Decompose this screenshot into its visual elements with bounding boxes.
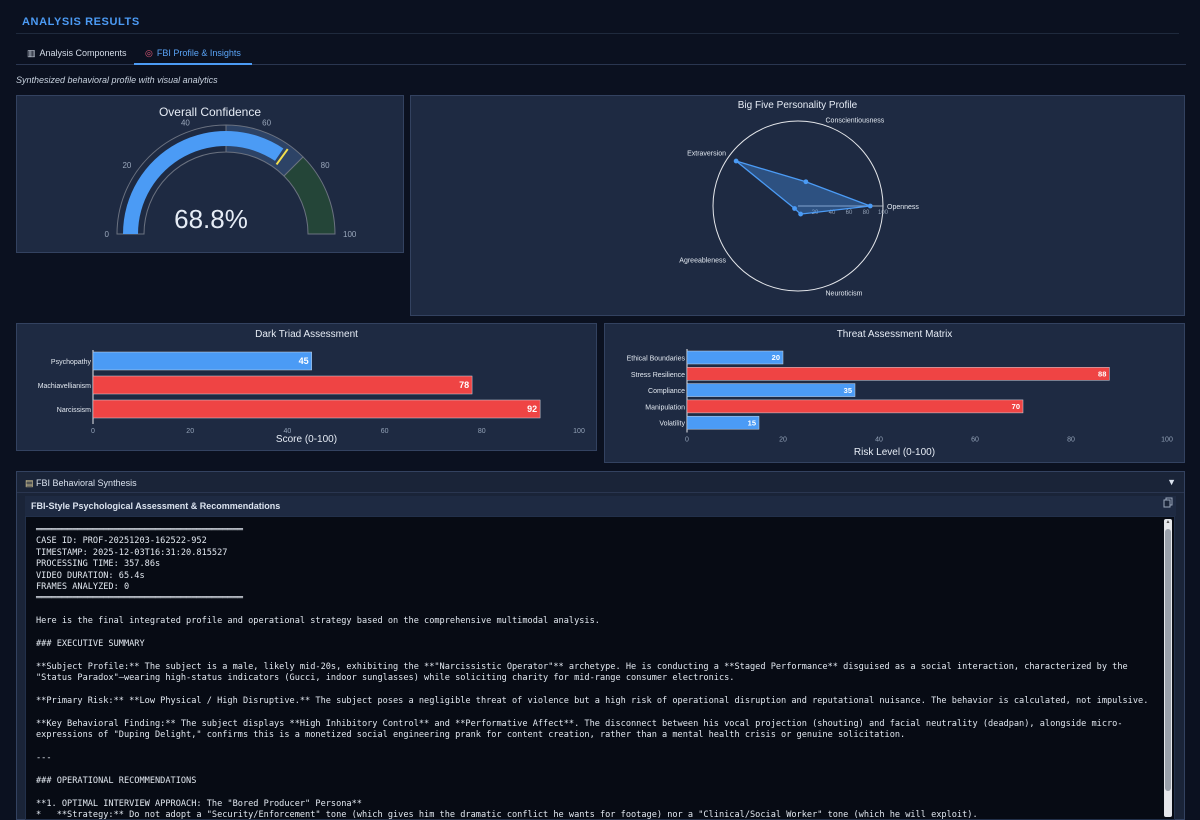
radar-point xyxy=(798,211,804,217)
radar-tick-label: 40 xyxy=(829,210,836,216)
x-tick-label: 60 xyxy=(381,428,389,435)
x-tick-label: 0 xyxy=(91,428,95,435)
gauge-tick-label: 60 xyxy=(262,119,271,128)
copy-icon[interactable] xyxy=(1163,497,1174,508)
bar xyxy=(686,383,856,397)
report-text: ════════════════════════════════════════… xyxy=(36,525,1149,820)
x-tick-label: 60 xyxy=(971,437,979,444)
gauge-tick-label: 80 xyxy=(321,161,330,170)
bar xyxy=(92,399,541,419)
threat-matrix-panel: Threat Assessment Matrix 0 20 40 60 80 100 Eth… xyxy=(604,323,1185,463)
dark-triad-xlabel: Score (0-100) xyxy=(275,434,338,445)
bar-value-label: 20 xyxy=(772,353,780,362)
category-label: Ethical Boundaries xyxy=(627,356,686,363)
bar-value-label: 45 xyxy=(299,356,309,366)
confidence-gauge-panel: Overall Confidence 0 20 40 60 80 100 68.8% xyxy=(16,95,404,253)
bar-value-label: 88 xyxy=(1098,369,1106,378)
results-title: ANALYSIS RESULTS xyxy=(22,16,140,28)
radar-tick-label: 60 xyxy=(846,210,853,216)
radar-category-label: Conscientiousness xyxy=(826,117,885,124)
clipboard-icon: ▤ xyxy=(25,478,34,488)
bar xyxy=(686,399,1024,414)
bar-value-label: 78 xyxy=(459,380,469,390)
dark-triad-panel: Dark Triad Assessment 0 20 40 60 80 100 Psycho… xyxy=(16,323,597,451)
bar xyxy=(686,350,784,365)
radar-point xyxy=(792,206,797,211)
threat-matrix-xlabel: Risk Level (0-100) xyxy=(853,447,936,458)
bar xyxy=(92,375,473,395)
category-label: Narcissism xyxy=(57,407,91,414)
dark-triad-title: Dark Triad Assessment xyxy=(255,329,358,340)
bar-value-label: 70 xyxy=(1012,402,1020,411)
x-tick-label: 100 xyxy=(1161,437,1173,444)
bar xyxy=(686,415,760,430)
threat-matrix-title: Threat Assessment Matrix xyxy=(836,329,953,340)
radar-category-label: Extraversion xyxy=(687,151,726,158)
radar-point xyxy=(867,203,873,209)
radar-tick-label: 100 xyxy=(878,210,889,216)
bar xyxy=(686,367,1110,381)
x-tick-label: 40 xyxy=(875,437,883,444)
tab-fbi-profile[interactable]: ◎ FBI Profile & Insights xyxy=(134,44,252,65)
target-icon: ◎ xyxy=(145,48,153,58)
collapse-arrow-icon[interactable]: ▼ xyxy=(1167,477,1176,487)
gauge-chart: 0 20 40 60 80 100 xyxy=(105,119,357,239)
tab-analysis-components[interactable]: ▥ Analysis Components xyxy=(27,48,127,58)
radar-title: Big Five Personality Profile xyxy=(737,100,858,111)
x-tick-label: 100 xyxy=(573,428,585,435)
dark-triad-chart: 0 20 40 60 80 100 Psychopathy 45 Machiavellianis… xyxy=(38,350,585,435)
gauge-value: 68.8% xyxy=(174,204,248,234)
tab-bar: ▥ Analysis Components ◎ FBI Profile & Insi… xyxy=(16,44,1186,65)
scroll-up-icon[interactable]: ▲ xyxy=(1165,519,1171,525)
gauge-band-high xyxy=(283,156,336,235)
bar-value-label: 35 xyxy=(844,386,852,395)
personality-radar-panel: Big Five Personality Profile 20406080100… xyxy=(410,95,1185,316)
category-label: Psychopathy xyxy=(51,359,92,366)
radar-tick-label: 80 xyxy=(863,210,870,216)
x-tick-label: 80 xyxy=(478,428,486,435)
page-subtitle: Synthesized behavioral profile with visu… xyxy=(16,75,218,85)
x-tick-label: 40 xyxy=(284,428,292,435)
bar-chart-icon: ▥ xyxy=(27,48,36,58)
bar xyxy=(92,351,312,371)
report-scrollbar[interactable]: ▲ xyxy=(1164,519,1172,817)
radar-point xyxy=(733,158,739,164)
x-tick-label: 80 xyxy=(1067,437,1075,444)
results-header: ANALYSIS RESULTS xyxy=(16,14,1179,34)
x-tick-label: 0 xyxy=(685,437,689,444)
gauge-tick-label: 100 xyxy=(343,230,357,239)
bar-value-label: 15 xyxy=(748,418,756,427)
x-tick-label: 20 xyxy=(779,437,787,444)
gauge-title: Overall Confidence xyxy=(158,105,262,119)
gauge-tick-label: 0 xyxy=(105,230,110,239)
gauge-value-bar xyxy=(123,131,284,234)
x-tick-label: 20 xyxy=(186,428,194,435)
radar-point xyxy=(803,179,809,185)
category-label: Machiavellianism xyxy=(38,383,91,390)
radar-chart: 20406080100OpennessConscientiousnessExtr… xyxy=(679,117,919,298)
category-label: Compliance xyxy=(648,388,685,395)
gauge-tick-label: 40 xyxy=(181,119,190,128)
gauge-tick-label: 20 xyxy=(122,161,131,170)
category-label: Volatility xyxy=(659,421,685,428)
gauge-threshold-line xyxy=(275,148,289,166)
threat-matrix-chart: 0 20 40 60 80 100 Ethical Boundaries 20 Stress R… xyxy=(627,349,1173,444)
radar-category-label: Agreeableness xyxy=(679,257,726,264)
radar-category-label: Neuroticism xyxy=(826,291,863,298)
bar-value-label: 92 xyxy=(527,404,537,414)
synthesis-toggle[interactable]: ▤ FBI Behavioral Synthesis ▼ xyxy=(17,472,1184,493)
radar-category-label: Openness xyxy=(887,204,919,211)
report-text-area[interactable]: ════════════════════════════════════════… xyxy=(25,516,1175,820)
scroll-thumb[interactable] xyxy=(1165,529,1171,791)
category-label: Stress Resilience xyxy=(631,372,685,379)
assessment-card-title: FBI-Style Psychological Assessment & Rec… xyxy=(25,496,1176,516)
category-label: Manipulation xyxy=(645,404,685,411)
radar-series-area xyxy=(735,160,871,215)
synthesis-header: FBI Behavioral Synthesis xyxy=(36,478,137,488)
